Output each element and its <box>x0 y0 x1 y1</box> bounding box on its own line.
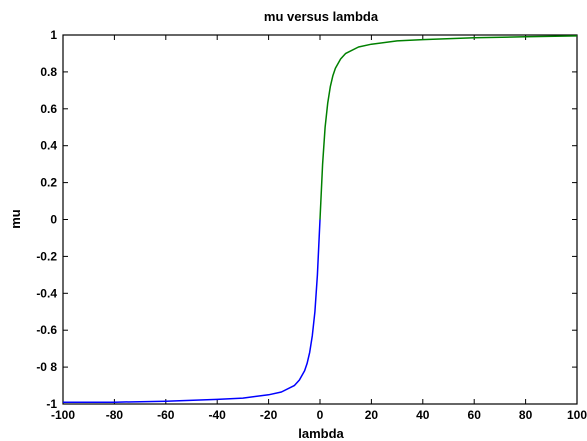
y-tick-label: 0.6 <box>40 102 57 116</box>
y-tick-label: -0.4 <box>36 286 57 300</box>
y-tick-label: 0.8 <box>40 65 57 79</box>
x-tick-label: -100 <box>51 408 75 422</box>
x-tick-label: 80 <box>519 408 533 422</box>
y-tick-label: -0 8 <box>36 360 57 374</box>
y-tick-label: -0.2 <box>36 249 57 263</box>
y-tick-label: 0.2 <box>40 176 57 190</box>
chart-title: mu versus lambda <box>264 9 379 24</box>
x-tick-label: -40 <box>209 408 227 422</box>
y-axis-label: mu <box>8 209 23 229</box>
series-line-positive <box>319 35 578 220</box>
y-tick-label: 0 <box>50 213 57 227</box>
x-tick-label: 100 <box>567 408 587 422</box>
x-tick-label: -80 <box>106 408 124 422</box>
series-line-negative <box>63 219 321 403</box>
x-tick-label: 20 <box>365 408 379 422</box>
x-axis-label: lambda <box>298 426 344 441</box>
y-tick-label: 0.4 <box>40 139 57 153</box>
x-tick-label: 40 <box>416 408 430 422</box>
x-tick-label: 0 <box>317 408 324 422</box>
plot-area: -100 -80 -60 -40 -20 0 20 40 60 80 100 -1 -0 8 -0.6 -0… <box>36 28 587 422</box>
x-tick-label: -20 <box>260 408 278 422</box>
x-tick-label: 60 <box>468 408 482 422</box>
x-tick-label: -60 <box>157 408 175 422</box>
y-tick-label: -0.6 <box>36 323 57 337</box>
y-tick-label: -1 <box>46 397 57 411</box>
y-tick-label: 1 <box>50 28 57 42</box>
